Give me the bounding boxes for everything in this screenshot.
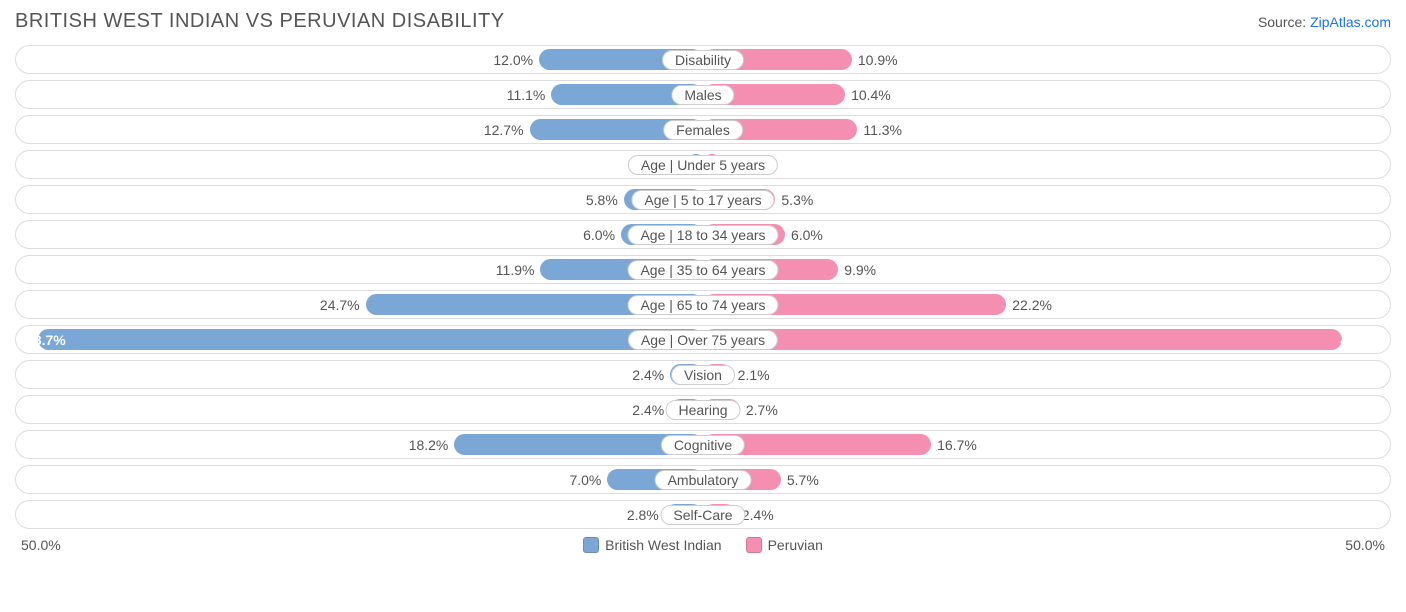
value-label-left: 2.4% xyxy=(632,367,664,383)
value-label-right: 10.4% xyxy=(851,87,891,103)
value-label-left: 6.0% xyxy=(583,227,615,243)
chart-row: 2.8% 2.4%Self-Care xyxy=(15,500,1391,529)
chart-row: 11.1% 10.4% Males xyxy=(15,80,1391,109)
category-label: Age | Over 75 years xyxy=(628,330,778,350)
chart-row: 6.0% 6.0% Age | 18 to 34 years xyxy=(15,220,1391,249)
axis-max-left: 50.0% xyxy=(21,537,61,553)
legend-item-left: British West Indian xyxy=(583,537,721,553)
value-label-right: 6.0% xyxy=(791,227,823,243)
value-label-right: 10.9% xyxy=(858,52,898,68)
category-label: Self-Care xyxy=(660,505,745,525)
value-label-left: 48.7% xyxy=(26,332,66,348)
value-label-left: 18.2% xyxy=(409,437,449,453)
chart-row: 12.0% 10.9% Disability xyxy=(15,45,1391,74)
chart-row: 7.0% 5.7% Ambulatory xyxy=(15,465,1391,494)
legend-label-left: British West Indian xyxy=(605,537,721,553)
value-label-right: 5.3% xyxy=(781,192,813,208)
category-label: Disability xyxy=(662,50,744,70)
source-attribution: Source: ZipAtlas.com xyxy=(1258,14,1391,30)
value-label-right: 5.7% xyxy=(787,472,819,488)
category-label: Age | Under 5 years xyxy=(628,155,778,175)
chart-row: 18.2% 16.7% Cognitive xyxy=(15,430,1391,459)
chart-row: 48.7% 46.8% Age | Over 75 years xyxy=(15,325,1391,354)
value-label-left: 24.7% xyxy=(320,297,360,313)
source-link[interactable]: ZipAtlas.com xyxy=(1310,14,1391,30)
value-label-right: 2.4% xyxy=(742,507,774,523)
header: BRITISH WEST INDIAN VS PERUVIAN DISABILI… xyxy=(15,10,1391,33)
category-label: Age | 18 to 34 years xyxy=(627,225,778,245)
value-label-left: 12.0% xyxy=(493,52,533,68)
legend-item-right: Peruvian xyxy=(746,537,823,553)
category-label: Cognitive xyxy=(661,435,745,455)
legend: British West Indian Peruvian xyxy=(583,537,823,553)
value-label-left: 11.1% xyxy=(507,87,546,103)
value-label-right: 11.3% xyxy=(863,122,902,138)
chart-container: BRITISH WEST INDIAN VS PERUVIAN DISABILI… xyxy=(0,0,1406,559)
value-label-right: 46.8% xyxy=(1340,332,1380,348)
value-label-right: 22.2% xyxy=(1012,297,1052,313)
chart-row: 2.4% 2.1%Vision xyxy=(15,360,1391,389)
chart-row: 0.99%1.3%Age | Under 5 years xyxy=(15,150,1391,179)
value-label-right: 9.9% xyxy=(844,262,876,278)
value-label-left: 2.8% xyxy=(627,507,659,523)
value-label-left: 2.4% xyxy=(632,402,664,418)
value-label-right: 2.1% xyxy=(738,367,770,383)
source-prefix: Source: xyxy=(1258,14,1310,30)
chart-row: 24.7% 22.2% Age | 65 to 74 years xyxy=(15,290,1391,319)
category-label: Age | 5 to 17 years xyxy=(631,190,774,210)
chart-footer: 50.0% British West Indian Peruvian 50.0% xyxy=(15,535,1391,553)
value-label-right: 2.7% xyxy=(746,402,778,418)
chart-rows: 12.0% 10.9% Disability 11.1% 10.4% Males 12.7%… xyxy=(15,45,1391,529)
legend-label-right: Peruvian xyxy=(768,537,823,553)
legend-swatch-left xyxy=(583,537,599,553)
chart-row: 12.7% 11.3% Females xyxy=(15,115,1391,144)
value-label-left: 11.9% xyxy=(496,262,535,278)
value-label-left: 7.0% xyxy=(569,472,601,488)
chart-row: 11.9% 9.9% Age | 35 to 64 years xyxy=(15,255,1391,284)
bar-left xyxy=(38,329,703,350)
category-label: Vision xyxy=(671,365,735,385)
value-label-right: 16.7% xyxy=(937,437,977,453)
category-label: Hearing xyxy=(665,400,740,420)
bar-right xyxy=(703,329,1342,350)
chart-title: BRITISH WEST INDIAN VS PERUVIAN DISABILI… xyxy=(15,10,505,33)
value-label-left: 12.7% xyxy=(484,122,524,138)
chart-row: 5.8% 5.3% Age | 5 to 17 years xyxy=(15,185,1391,214)
category-label: Age | 65 to 74 years xyxy=(627,295,778,315)
category-label: Females xyxy=(663,120,743,140)
category-label: Age | 35 to 64 years xyxy=(627,260,778,280)
axis-max-right: 50.0% xyxy=(1345,537,1385,553)
category-label: Ambulatory xyxy=(655,470,752,490)
legend-swatch-right xyxy=(746,537,762,553)
category-label: Males xyxy=(671,85,734,105)
chart-row: 2.4% 2.7% Hearing xyxy=(15,395,1391,424)
value-label-left: 5.8% xyxy=(586,192,618,208)
